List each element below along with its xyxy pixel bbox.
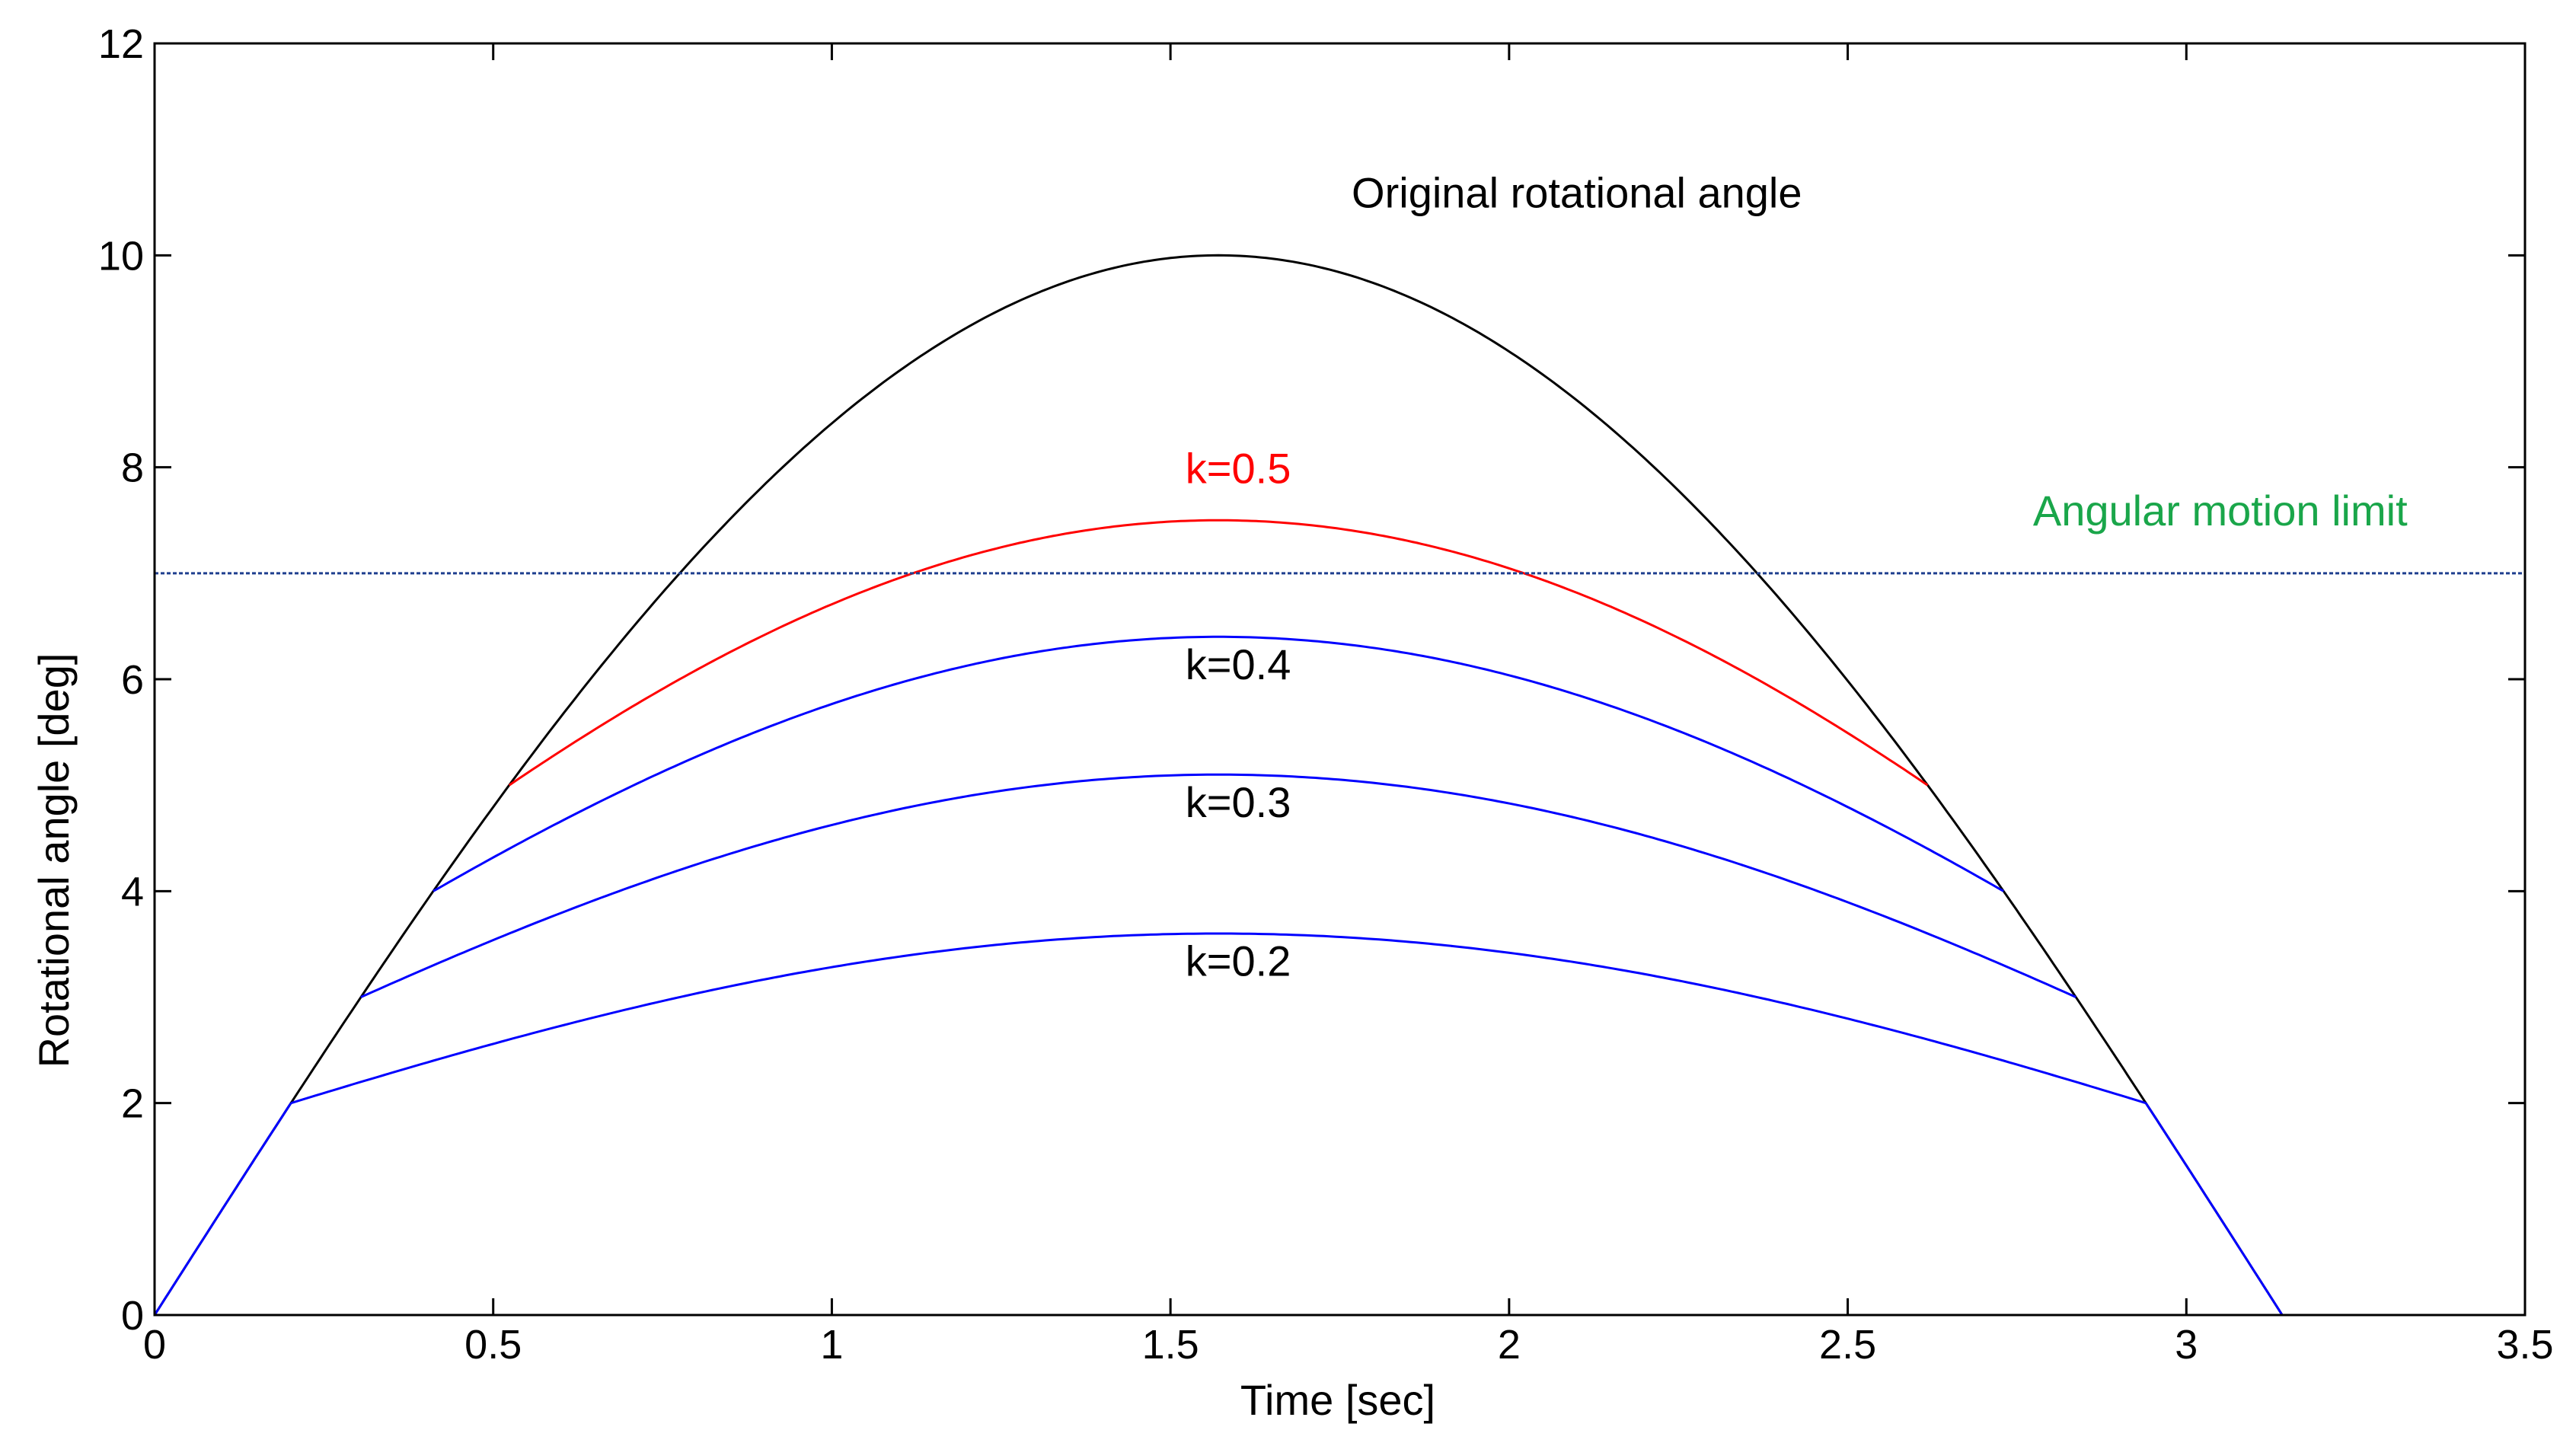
series-k-0-5 (508, 519, 1929, 787)
plot-area (153, 254, 2525, 1316)
annotations: Original rotational angle k=0.5 Angular mo… (1186, 169, 2408, 985)
annotation-angular-motion-limit: Angular motion limit (2033, 487, 2408, 535)
annotation-k-0-4: k=0.4 (1186, 640, 1291, 688)
x-tick-label: 2.5 (1819, 1322, 1876, 1368)
series-k-0-3 (360, 773, 2076, 998)
x-tick-label: 1.5 (1142, 1322, 1199, 1368)
annotation-k-0-3: k=0.3 (1186, 778, 1291, 826)
x-tick-label: 0.5 (464, 1322, 522, 1368)
annotation-k-0-2: k=0.2 (1186, 937, 1291, 985)
series-k-0-4 (433, 635, 2004, 892)
x-axis-title: Time [sec] (1240, 1376, 1435, 1424)
annotation-original-rotational-angle: Original rotational angle (1352, 169, 1802, 217)
y-tick-label: 2 (121, 1081, 144, 1127)
x-tick-label: 3 (2175, 1322, 2198, 1368)
series-base-falling-segment (2144, 1102, 2284, 1316)
y-tick-label: 12 (98, 21, 144, 67)
y-tick-label: 0 (121, 1293, 144, 1339)
x-tick-label: 2 (1498, 1322, 1521, 1368)
annotation-k-0-5: k=0.5 (1186, 445, 1291, 493)
x-tick-label: 1 (820, 1322, 843, 1368)
series-base-rising-segment (153, 1102, 292, 1316)
axes: 0 0.5 1 1.5 2 2.5 3 3.5 0 2 4 6 8 10 12 (98, 21, 2554, 1368)
y-axis-title: Rotational angle [deg] (30, 653, 78, 1068)
series-k-0-2 (290, 932, 2147, 1105)
axes-box (153, 42, 2527, 1317)
y-tick-label: 4 (121, 869, 144, 915)
x-tick-label: 3.5 (2496, 1322, 2553, 1368)
y-tick-label: 6 (121, 657, 144, 703)
series-original-rotational-angle (153, 254, 2284, 1316)
y-tick-label: 8 (121, 445, 144, 491)
x-tick-label: 0 (143, 1322, 166, 1368)
y-tick-label: 10 (98, 233, 144, 279)
